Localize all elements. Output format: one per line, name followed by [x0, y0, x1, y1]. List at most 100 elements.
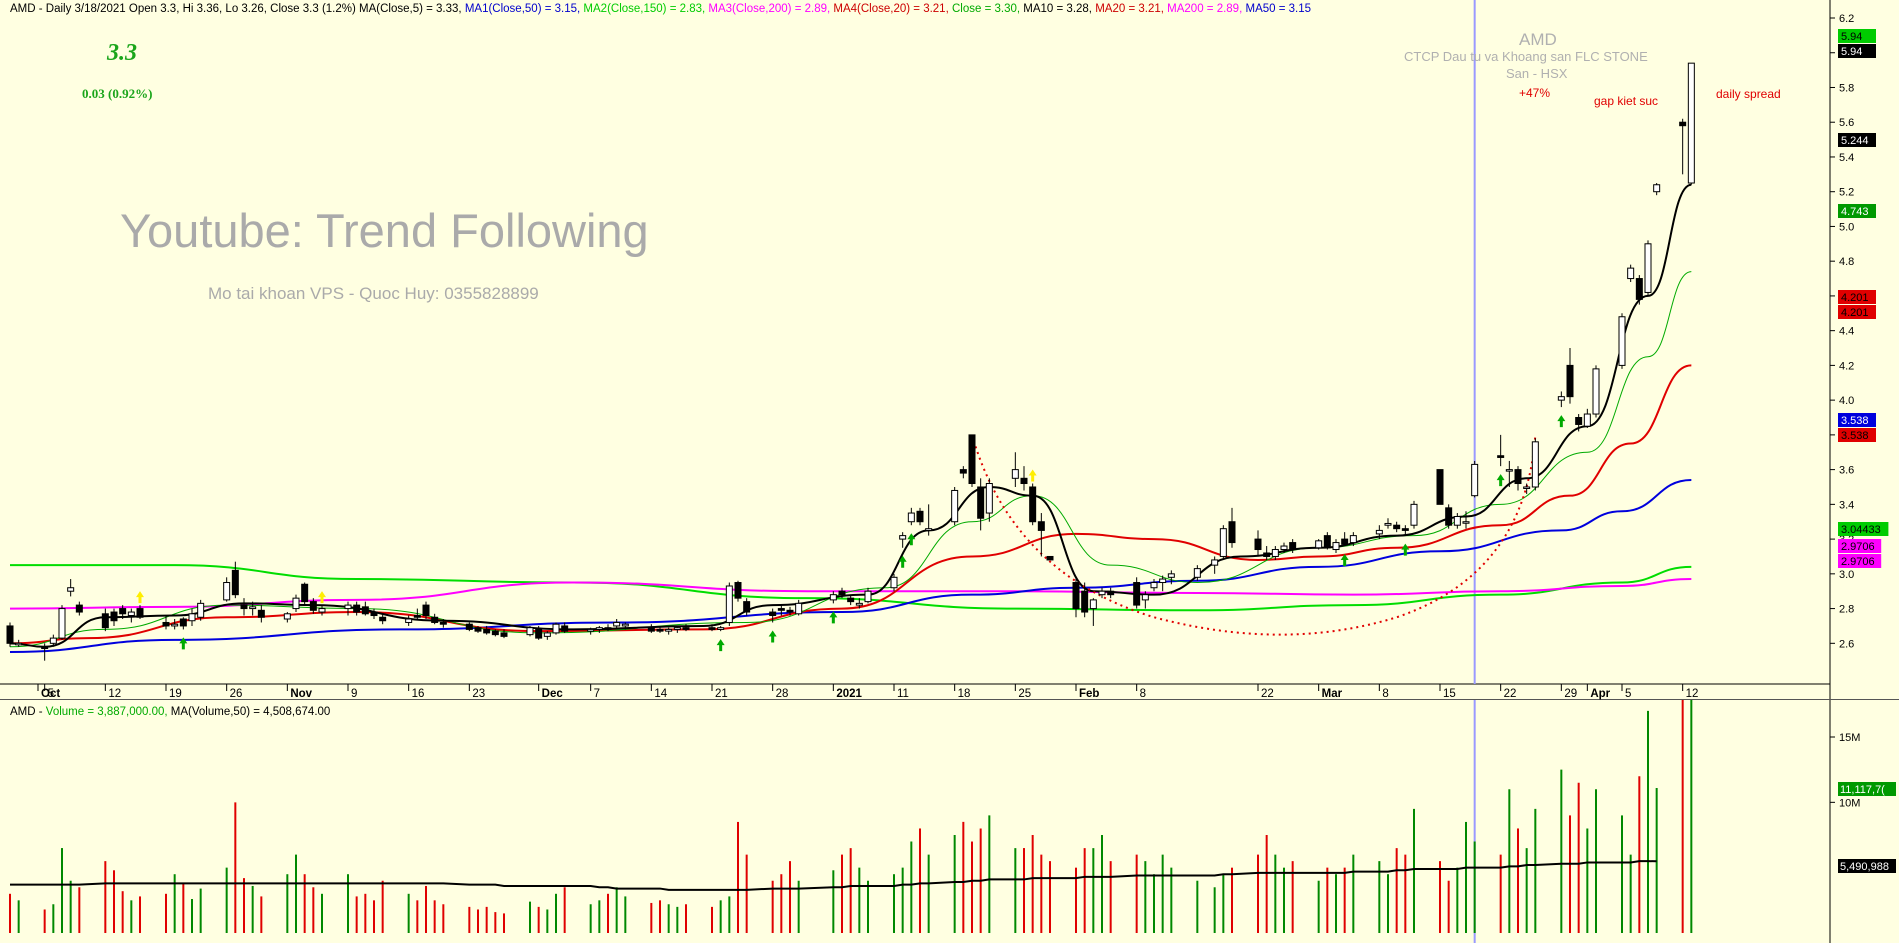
price-badge-label: 4.201	[1841, 292, 1869, 304]
candle-down	[413, 615, 421, 618]
candle-down	[1445, 507, 1453, 526]
price-badge-label: 5.94	[1841, 46, 1862, 58]
date-tick-label: Mar	[1322, 688, 1343, 700]
gap-note: gap kiet suc	[1594, 94, 1659, 108]
candle-up	[1167, 573, 1175, 578]
candle-up	[855, 602, 863, 606]
price-tick-label: 4.2	[1839, 360, 1854, 372]
candle-down	[916, 510, 924, 523]
date-tick-label: 14	[654, 688, 667, 700]
candle-up	[1219, 528, 1227, 557]
candle-down	[1046, 555, 1054, 561]
candle-down	[491, 630, 499, 636]
candle-down	[777, 608, 785, 611]
buy-signal-arrow	[1401, 543, 1410, 556]
header-ma200: MA200 = 2.89,	[1167, 3, 1243, 15]
price-badge	[1838, 522, 1889, 536]
symbol-title: AMD	[1519, 30, 1557, 49]
candle-up	[907, 512, 915, 523]
candle-up	[1150, 582, 1158, 589]
date-tick-label: 8	[1382, 688, 1388, 700]
volume-tick-label: 10M	[1839, 797, 1860, 809]
candle-up	[1011, 469, 1019, 479]
volume-badge-label: 11,117,7(	[1840, 784, 1885, 796]
candle-up	[292, 597, 300, 610]
candle-up	[67, 587, 75, 592]
candle-up	[1193, 568, 1201, 578]
candle-up	[1557, 396, 1565, 401]
candle-down	[786, 609, 794, 613]
candle-up	[223, 582, 231, 601]
candle-down	[1081, 590, 1089, 613]
date-tick-label: 15	[1443, 688, 1456, 700]
candle-up	[1505, 469, 1513, 472]
buy-signal-arrow	[1340, 554, 1349, 567]
candle-down	[847, 597, 855, 603]
ma20-line	[9, 364, 1692, 645]
volume-chart: 10M 15M 11,117,7(5,490,988	[9, 700, 1896, 943]
candle-up	[1531, 441, 1539, 488]
watermark: Youtube: Trend Following	[120, 204, 649, 257]
candle-down	[439, 621, 447, 625]
candle-down	[1228, 521, 1236, 544]
volume-tick-label: 15M	[1839, 732, 1860, 744]
price-tick-label: 3.0	[1839, 569, 1854, 581]
candle-up	[1349, 535, 1357, 544]
candle-down	[231, 569, 239, 596]
candle-down	[708, 627, 716, 630]
candle-down	[119, 608, 127, 615]
candle-down	[647, 627, 655, 632]
candle-up	[951, 489, 959, 523]
price-tick-label: 4.0	[1839, 395, 1854, 407]
header-ma20: MA20 = 3.21,	[1095, 3, 1164, 15]
date-tick-label: 5	[1625, 688, 1631, 700]
buy-signal-arrow	[1496, 474, 1505, 487]
date-tick-label: 22	[1261, 688, 1274, 700]
ma50-line	[9, 479, 1692, 653]
buy-signal-arrow	[179, 637, 188, 650]
candle-down	[422, 604, 430, 617]
date-tick-label: 28	[776, 688, 789, 700]
date-tick-label: 18	[958, 688, 971, 700]
company-name: CTCP Dau tu va Khoang san FLC STONE	[1404, 49, 1648, 64]
candle-up	[1098, 590, 1106, 596]
candle-down	[1401, 528, 1409, 531]
candle-down	[370, 611, 378, 617]
candle-down	[561, 625, 569, 632]
date-tick-label: 26	[230, 688, 243, 700]
gain-note: +47%	[1519, 86, 1551, 100]
buy-signal-arrow	[1557, 415, 1566, 428]
candle-up	[1453, 516, 1461, 526]
buy-signal-arrow	[768, 630, 777, 643]
candle-down	[474, 627, 482, 632]
candle-up	[890, 576, 898, 589]
candle-up	[1687, 62, 1695, 184]
price-badge	[1838, 204, 1876, 218]
price-chart: 2.62.83.03.23.43.63.84.04.24.44.64.85.05…	[0, 0, 1899, 700]
candle-up	[595, 627, 603, 630]
candle-up	[1644, 243, 1652, 293]
candle-down	[1029, 486, 1037, 523]
candle-up	[171, 623, 179, 627]
candle-down	[110, 611, 118, 622]
spread-note: daily spread	[1716, 87, 1781, 101]
candle-up	[829, 594, 837, 601]
candle-down	[1575, 417, 1583, 425]
candle-up	[1141, 594, 1149, 601]
candle-up	[1618, 316, 1626, 366]
candle-down	[353, 604, 361, 613]
candle-down	[101, 613, 109, 629]
date-tick-label: 8	[1140, 688, 1146, 700]
price-badge	[1838, 554, 1882, 568]
date-tick-label: 9	[351, 688, 357, 700]
volume-ma50-line	[10, 860, 1657, 891]
candle-down	[656, 628, 664, 632]
candle-up	[1653, 184, 1661, 193]
warning-signal-arrow	[318, 591, 326, 604]
date-tick-label: Nov	[290, 688, 312, 700]
warning-signal-arrow	[136, 591, 144, 604]
candle-up	[1627, 267, 1635, 280]
exchange-name: San - HSX	[1506, 66, 1568, 81]
last-close: 3.3	[107, 40, 137, 66]
date-tick-label: Feb	[1079, 688, 1099, 700]
